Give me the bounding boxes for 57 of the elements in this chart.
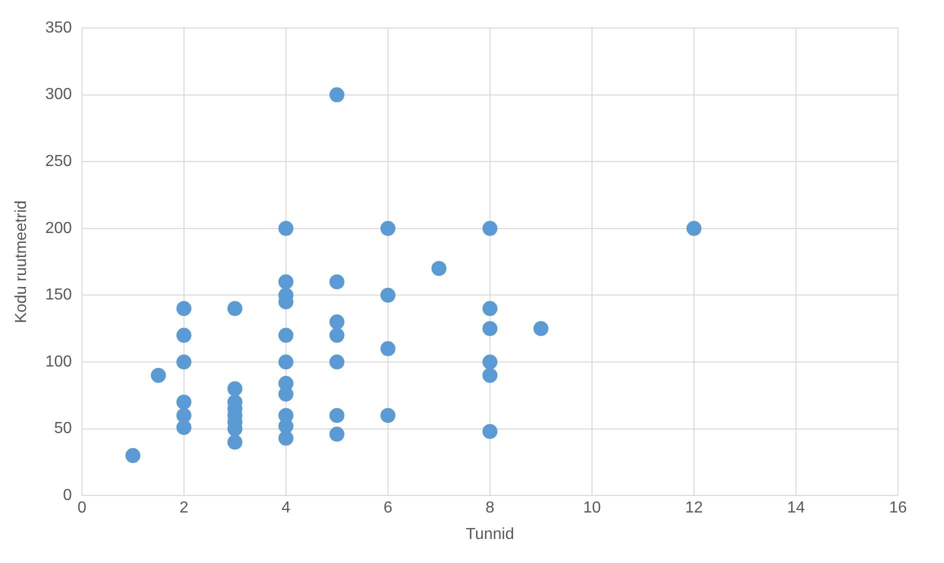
point [227,301,242,316]
point [380,220,396,236]
point [278,328,294,343]
point [329,408,344,423]
point [278,354,294,370]
y-tick-label: 200 [45,220,72,237]
y-tick-label: 150 [45,286,72,304]
x-tick-label: 8 [485,500,494,517]
point [329,328,344,343]
point [176,420,192,435]
point [278,274,294,290]
point [482,424,498,439]
point [176,394,192,410]
point [686,220,702,236]
point [380,341,396,356]
x-tick-label: 6 [383,500,392,517]
y-tick-label: 250 [45,153,72,170]
point [380,408,396,423]
point [431,260,446,276]
point [278,386,294,402]
point [278,220,294,236]
x-tick-label: 10 [583,500,601,517]
point [482,301,498,316]
point [176,354,192,370]
point [227,381,242,396]
y-axis-title: Kodu ruutmeetrid [13,200,30,324]
point [482,220,498,236]
y-tick-label: 300 [45,86,72,104]
x-tick-label: 16 [889,500,907,517]
x-tick-label: 12 [685,500,703,517]
point [380,288,396,303]
point [482,321,498,336]
y-tick-label: 100 [45,353,72,370]
y-tick-label: 0 [62,487,72,504]
point [482,368,498,383]
point [329,314,344,330]
x-tick-label: 14 [787,500,805,517]
point [533,321,548,336]
point [125,448,140,464]
x-tick-label: 2 [179,500,188,517]
point [176,328,192,343]
x-tick-label: 4 [281,500,290,517]
point [176,408,192,423]
point [278,418,294,434]
point [150,368,166,383]
point [482,354,498,370]
x-tick-label: 0 [77,500,86,517]
point [329,87,344,102]
point [329,354,344,370]
x-axis-title: Tunnid [466,526,514,543]
y-tick-label: 50 [54,420,72,438]
y-tick-label: 350 [45,19,72,36]
point [176,301,192,316]
point [329,274,344,290]
point [278,430,294,446]
point [329,426,344,442]
point [227,434,242,450]
